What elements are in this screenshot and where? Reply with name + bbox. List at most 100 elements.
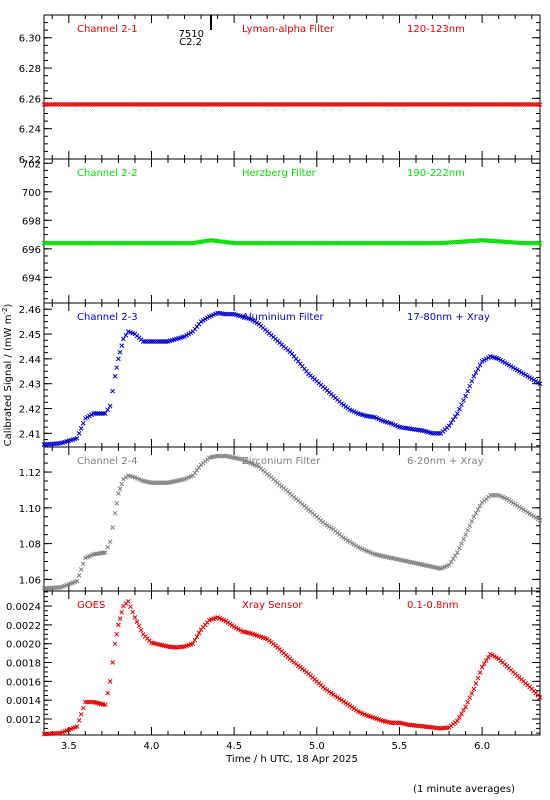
data-point [112,373,118,379]
data-point [510,500,516,506]
y-tick-label: 0.0014 [6,696,41,707]
data-point [512,501,518,507]
data-point [324,522,330,528]
data-point [473,510,479,516]
y-axis-title-unit-exponent: -2 [1,308,9,315]
data-point [465,388,471,394]
data-point [527,511,533,516]
data-point [463,532,468,538]
data-point [454,411,460,416]
data-point [483,658,489,664]
filter-name: Aluminium Filter [242,312,325,323]
data-point [116,622,121,628]
data-point [461,707,466,713]
data-point [117,349,123,355]
data-point [105,690,111,696]
filter-name: Xray Sensor [242,600,303,611]
x-tick-label: 5.0 [309,741,325,752]
data-point [102,550,108,555]
x-axis: 3.5 4.0 4.5 5.0 5.5 6.0 [61,741,490,752]
wavelength-band: 0.1-0.8nm [407,600,459,611]
data-point [119,609,125,615]
data-point [74,435,80,441]
data-point [102,702,108,708]
data-point [328,525,334,531]
data-point [537,102,543,107]
data-point [448,420,454,426]
data-point [481,661,487,667]
data-point [469,518,475,524]
data-point [110,388,115,394]
series-1-points [41,102,543,107]
data-point [107,539,113,545]
channel-name: Channel 2-3 [77,312,138,323]
flare-marker-label-class: C2.2 [179,37,202,48]
data-point [117,486,123,492]
data-point [465,699,471,705]
y-tick-label: 694 [22,273,41,284]
data-point [80,421,86,426]
panel-frame [43,302,541,448]
data-point [467,695,473,701]
data-point [100,411,106,416]
data-point [471,686,477,692]
data-point [192,637,198,643]
data-point [80,705,86,711]
data-point [110,525,115,530]
series-2-points [41,237,543,246]
y-tick-label: 1.06 [19,575,41,586]
x-tick-label: 6.0 [474,741,490,752]
data-point [459,711,464,717]
channel-name: Channel 2-1 [77,24,138,35]
data-point [506,497,512,503]
y-tick-label: 2.46 [19,305,41,316]
data-point [114,500,120,506]
data-point [102,411,108,416]
averaging-footnote: (1 minute averages) [413,784,515,795]
data-point [105,407,111,413]
data-point [461,536,466,542]
y-tick-label: 6.22 [19,155,41,166]
data-point [514,503,520,508]
data-point [448,559,454,565]
data-point [196,630,202,636]
data-point [116,356,121,362]
wavelength-band: 6-20nm + Xray [407,456,484,467]
data-point [475,366,481,372]
data-point [523,508,528,514]
filter-name: Lyman-alpha Filter [242,24,335,35]
data-point [463,704,468,710]
channel-name: Channel 2-4 [77,456,138,467]
data-point [446,562,452,568]
data-point [93,411,98,416]
y-tick-label: 696 [22,245,41,256]
data-point [119,343,125,348]
data-point [322,521,328,527]
x-tick-label: 4.5 [226,741,242,752]
data-point [136,623,142,629]
series-3-points [41,310,543,447]
series-4-points [41,453,543,591]
data-point [107,403,113,409]
data-point [95,411,100,416]
data-point [471,514,477,520]
y-tick-label: 2.45 [19,330,41,341]
data-point [454,718,460,724]
data-point [107,678,113,684]
data-point [114,365,120,370]
data-point [78,711,84,717]
data-point [452,414,458,419]
panel-frame [43,158,541,304]
y-tick-label: 698 [22,216,41,227]
data-point [535,516,541,522]
data-point [78,567,84,572]
data-point [475,507,481,512]
data-point [76,430,82,436]
y-tick-label: 0.0016 [6,677,41,688]
x-axis-title: Time / h UTC, 18 Apr 2025 [225,754,358,765]
data-point [98,411,104,416]
data-point [508,499,514,504]
wavelength-band: 120-123nm [407,24,465,35]
data-point [471,373,477,379]
data-point [116,491,121,496]
